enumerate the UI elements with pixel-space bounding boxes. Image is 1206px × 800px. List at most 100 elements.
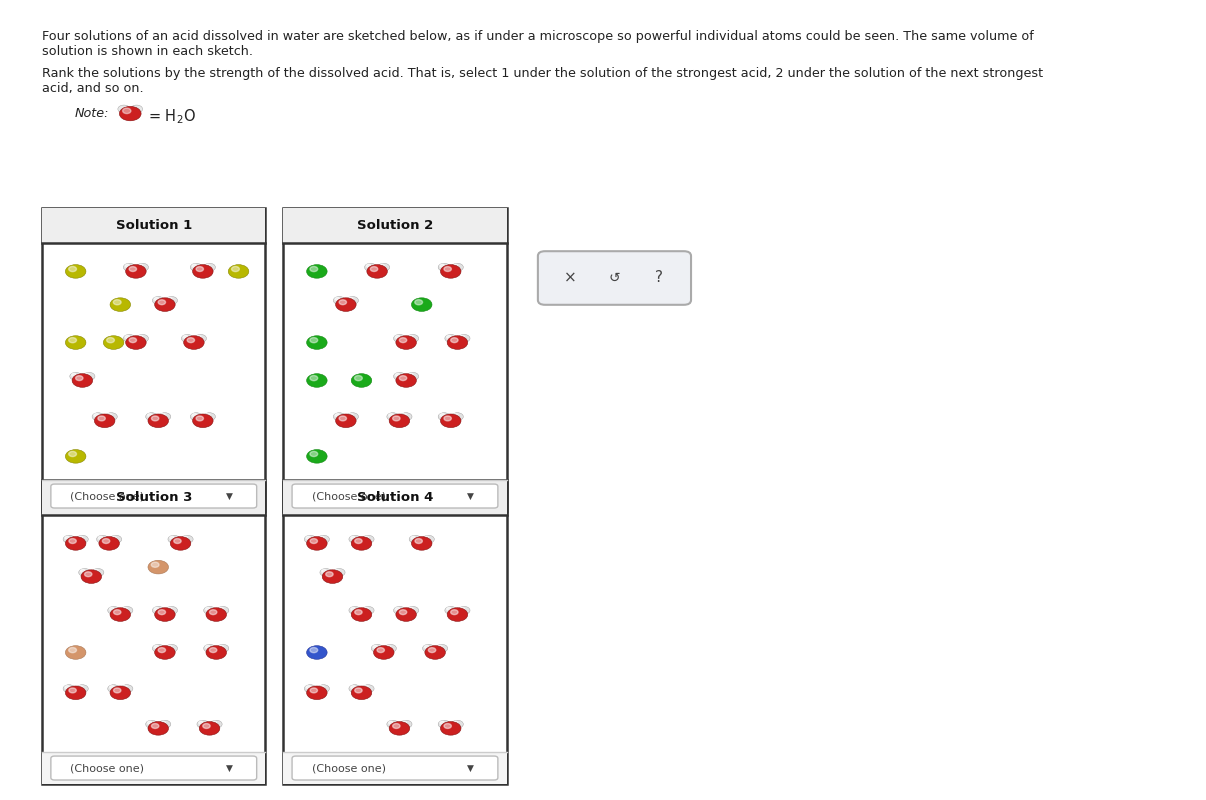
Circle shape — [125, 265, 146, 278]
Circle shape — [351, 607, 356, 610]
Circle shape — [96, 535, 109, 543]
Circle shape — [125, 335, 130, 338]
Circle shape — [210, 720, 222, 728]
Circle shape — [339, 300, 346, 305]
Circle shape — [170, 536, 175, 539]
Circle shape — [205, 607, 210, 610]
Circle shape — [425, 646, 445, 659]
Circle shape — [183, 536, 188, 539]
Text: (Choose one): (Choose one) — [70, 763, 145, 773]
FancyBboxPatch shape — [538, 251, 691, 305]
Circle shape — [69, 451, 76, 457]
Circle shape — [65, 450, 86, 463]
Circle shape — [205, 646, 210, 648]
Circle shape — [94, 414, 115, 427]
Circle shape — [168, 607, 172, 610]
FancyBboxPatch shape — [42, 208, 265, 512]
Circle shape — [232, 266, 239, 272]
Circle shape — [147, 414, 152, 417]
Circle shape — [63, 535, 75, 543]
Circle shape — [349, 414, 353, 417]
Circle shape — [459, 607, 464, 610]
Circle shape — [165, 606, 177, 614]
Circle shape — [306, 450, 327, 463]
Circle shape — [411, 298, 432, 311]
Circle shape — [113, 610, 121, 614]
Circle shape — [204, 606, 216, 614]
Text: ▼: ▼ — [226, 763, 233, 773]
Circle shape — [65, 646, 86, 659]
Circle shape — [362, 685, 374, 693]
Circle shape — [78, 686, 83, 689]
Circle shape — [118, 105, 130, 113]
Circle shape — [351, 686, 371, 699]
Circle shape — [425, 536, 429, 539]
Circle shape — [181, 334, 193, 342]
Circle shape — [123, 607, 128, 610]
Circle shape — [70, 372, 82, 380]
Circle shape — [400, 720, 412, 728]
Circle shape — [399, 338, 406, 342]
Circle shape — [146, 720, 158, 728]
Circle shape — [123, 263, 135, 271]
Circle shape — [159, 720, 171, 728]
Circle shape — [76, 685, 88, 693]
Circle shape — [387, 413, 399, 421]
Circle shape — [388, 722, 393, 724]
Circle shape — [81, 570, 86, 573]
Circle shape — [333, 413, 345, 421]
Circle shape — [306, 265, 327, 278]
Circle shape — [390, 414, 410, 427]
FancyBboxPatch shape — [283, 480, 507, 784]
Circle shape — [160, 722, 165, 724]
Text: Rank the solutions by the strength of the dissolved acid. That is, select 1 unde: Rank the solutions by the strength of th… — [42, 67, 1043, 80]
Circle shape — [445, 606, 457, 614]
Circle shape — [438, 720, 450, 728]
Circle shape — [107, 685, 119, 693]
Circle shape — [148, 560, 169, 574]
Circle shape — [415, 300, 422, 305]
Circle shape — [349, 535, 361, 543]
Text: ↺: ↺ — [609, 271, 620, 285]
Circle shape — [346, 297, 358, 304]
Circle shape — [320, 569, 332, 576]
Circle shape — [212, 722, 217, 724]
Circle shape — [71, 374, 76, 376]
FancyBboxPatch shape — [51, 484, 257, 508]
Circle shape — [367, 265, 387, 278]
Circle shape — [197, 266, 204, 271]
FancyBboxPatch shape — [292, 756, 498, 780]
Circle shape — [349, 606, 361, 614]
Circle shape — [113, 300, 121, 305]
Circle shape — [78, 536, 83, 539]
Circle shape — [306, 686, 327, 699]
Circle shape — [367, 264, 371, 267]
Circle shape — [306, 536, 311, 539]
Circle shape — [453, 264, 458, 267]
FancyBboxPatch shape — [42, 752, 265, 784]
Circle shape — [304, 685, 316, 693]
Circle shape — [388, 414, 393, 417]
Circle shape — [168, 535, 180, 543]
Circle shape — [76, 376, 83, 381]
Circle shape — [451, 720, 463, 728]
Circle shape — [304, 535, 316, 543]
Circle shape — [154, 646, 159, 648]
Text: Note:: Note: — [75, 107, 110, 120]
Circle shape — [373, 646, 377, 648]
Circle shape — [385, 644, 397, 652]
Circle shape — [310, 647, 317, 653]
Circle shape — [310, 451, 317, 457]
Circle shape — [110, 686, 130, 699]
Circle shape — [191, 263, 203, 271]
Circle shape — [65, 686, 70, 689]
Circle shape — [310, 375, 317, 381]
Circle shape — [451, 610, 458, 614]
Circle shape — [81, 570, 101, 583]
Circle shape — [444, 723, 451, 729]
Circle shape — [322, 570, 343, 583]
Circle shape — [440, 722, 461, 735]
Circle shape — [154, 607, 159, 610]
Circle shape — [129, 338, 136, 342]
Circle shape — [107, 414, 112, 417]
